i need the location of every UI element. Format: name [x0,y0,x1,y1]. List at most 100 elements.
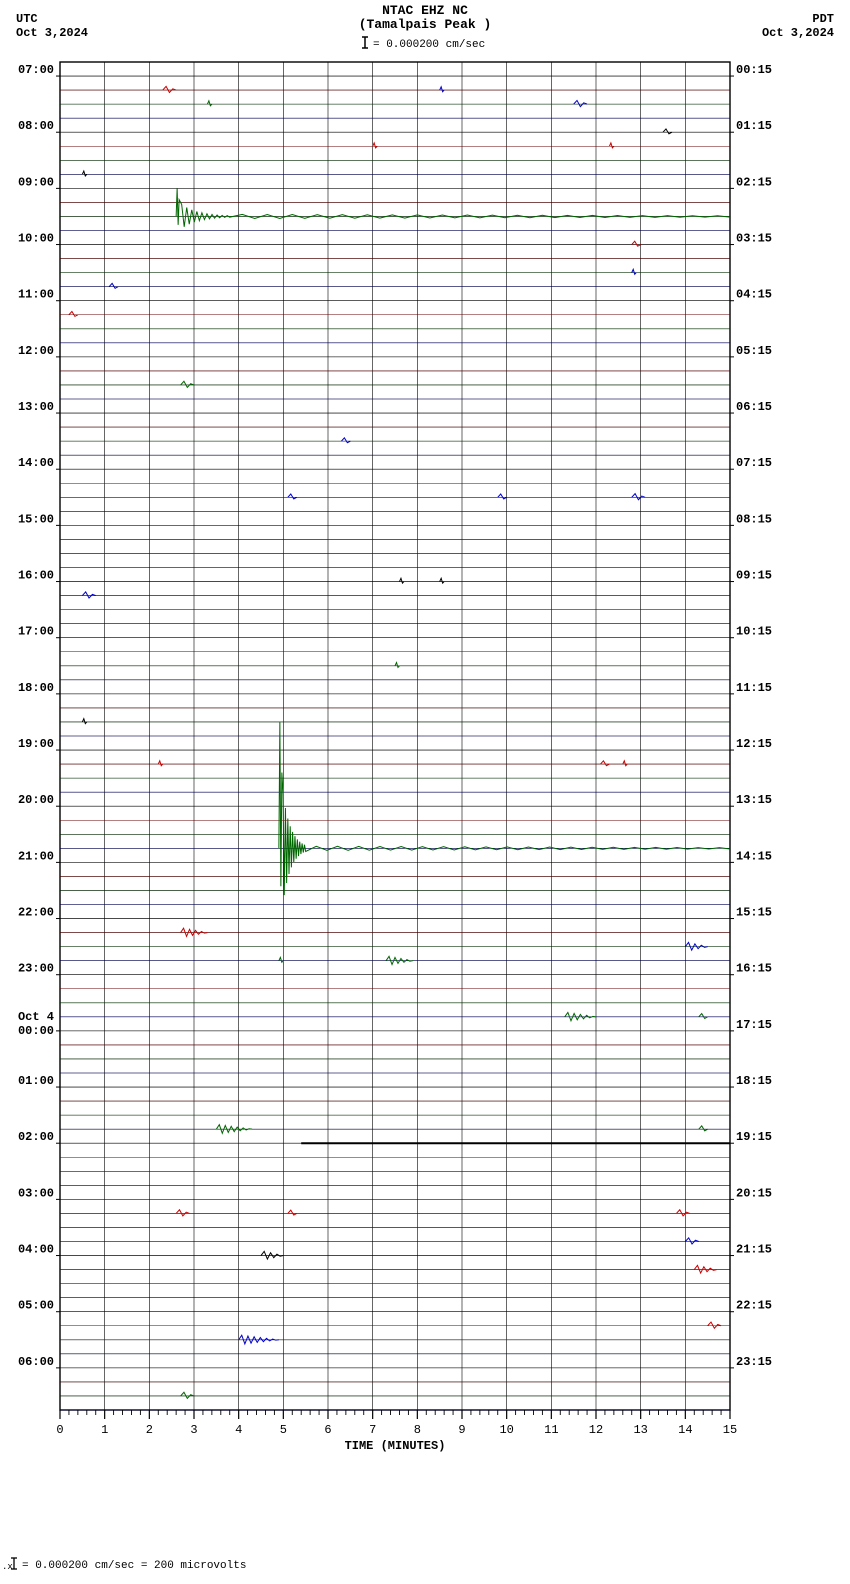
right-date-label: Oct 3,2024 [762,26,834,40]
pdt-hour-label: 12:15 [736,737,772,751]
left-date-label: Oct 3,2024 [16,26,88,40]
utc-hour-label: 04:00 [18,1243,54,1257]
noise-blip [181,381,194,387]
noise-blip [288,494,297,499]
pdt-hour-label: 06:15 [736,400,772,414]
noise-blip [109,283,118,288]
utc-hour-label: 21:00 [18,849,54,863]
noise-blip [663,129,672,134]
x-tick-label: 14 [678,1423,692,1437]
utc-hour-label: 08:00 [18,119,54,133]
x-tick-label: 7 [369,1423,376,1437]
utc-hour-label: 19:00 [18,737,54,751]
utc-hour-label: 00:00 [18,1024,54,1038]
utc-hour-label: 15:00 [18,512,54,526]
utc-hour-label: 12:00 [18,344,54,358]
pdt-hour-label: 19:15 [736,1130,772,1144]
utc-hour-label: 07:00 [18,63,54,77]
utc-hour-label: 01:00 [18,1074,54,1088]
utc-hour-label: 23:00 [18,962,54,976]
seismic-event [176,188,730,226]
pdt-hour-label: 01:15 [736,119,772,133]
noise-blip [600,761,609,766]
x-tick-label: 4 [235,1423,242,1437]
scale-text: = 0.000200 cm/sec [373,39,485,51]
utc-hour-label: 06:00 [18,1355,54,1369]
x-axis-label: TIME (MINUTES) [345,1439,446,1453]
seismogram-chart: NTAC EHZ NC(Tamalpais Peak ) = 0.000200 c… [0,0,850,1584]
utc-hour-label: 14:00 [18,456,54,470]
noise-blip [623,761,627,766]
x-tick-label: 13 [633,1423,647,1437]
noise-blip [399,578,403,583]
x-tick-label: 0 [56,1423,63,1437]
utc-hour-label: 16:00 [18,569,54,583]
utc-hour-label: 05:00 [18,1299,54,1313]
x-tick-label: 2 [146,1423,153,1437]
noise-blip [69,311,78,316]
noise-blip [82,719,86,724]
left-tz-label: UTC [16,12,38,26]
pdt-hour-label: 05:15 [736,344,772,358]
noise-blip [176,1210,189,1216]
x-tick-label: 6 [324,1423,331,1437]
x-tick-label: 1 [101,1423,108,1437]
noise-blip [632,269,636,274]
noise-blip [341,438,350,443]
noise-blip [574,100,587,106]
utc-hour-label: 13:00 [18,400,54,414]
footer-scale-text: = 0.000200 cm/sec = 200 microvolts [22,1560,246,1572]
noise-blip [163,86,176,92]
x-tick-label: 5 [280,1423,287,1437]
pdt-hour-label: 18:15 [736,1074,772,1088]
pdt-hour-label: 23:15 [736,1355,772,1369]
station-title-2: (Tamalpais Peak ) [359,17,492,32]
noise-blip [386,956,413,964]
noise-blip [699,1126,708,1131]
noise-blip [82,592,95,598]
utc-hour-label: 10:00 [18,232,54,246]
pdt-hour-label: 14:15 [736,849,772,863]
x-tick-label: 10 [499,1423,513,1437]
noise-blip [708,1322,721,1328]
noise-blip [373,143,377,148]
station-title-1: NTAC EHZ NC [382,3,468,18]
utc-hour-label: 22:00 [18,906,54,920]
noise-blip [279,957,283,962]
pdt-hour-label: 08:15 [736,512,772,526]
noise-blip [261,1251,283,1259]
noise-blip [685,942,707,950]
noise-blip [676,1210,689,1216]
pdt-hour-label: 03:15 [736,232,772,246]
pdt-hour-label: 17:15 [736,1018,772,1032]
noise-blip [609,143,613,148]
utc-hour-label: Oct 4 [18,1010,54,1024]
utc-hour-label: 03:00 [18,1186,54,1200]
pdt-hour-label: 22:15 [736,1299,772,1313]
noise-blip [498,494,507,499]
utc-hour-label: 17:00 [18,625,54,639]
utc-hour-label: 18:00 [18,681,54,695]
pdt-hour-label: 00:15 [736,63,772,77]
noise-blip [694,1265,716,1273]
utc-hour-label: 02:00 [18,1130,54,1144]
right-tz-label: PDT [812,12,834,26]
noise-blip [632,241,641,246]
footer-scale-prefix: .x [2,1562,13,1572]
pdt-hour-label: 04:15 [736,288,772,302]
noise-blip [181,1392,194,1398]
x-tick-label: 15 [723,1423,737,1437]
utc-hour-label: 09:00 [18,175,54,189]
utc-hour-label: 11:00 [18,288,54,302]
pdt-hour-label: 07:15 [736,456,772,470]
noise-blip [699,1014,708,1019]
pdt-hour-label: 20:15 [736,1186,772,1200]
pdt-hour-label: 09:15 [736,569,772,583]
pdt-hour-label: 11:15 [736,681,772,695]
noise-blip [685,1238,698,1244]
utc-hour-label: 20:00 [18,793,54,807]
noise-blip [207,101,211,106]
noise-blip [158,761,162,766]
noise-blip [632,494,645,500]
seismic-event [279,722,730,895]
